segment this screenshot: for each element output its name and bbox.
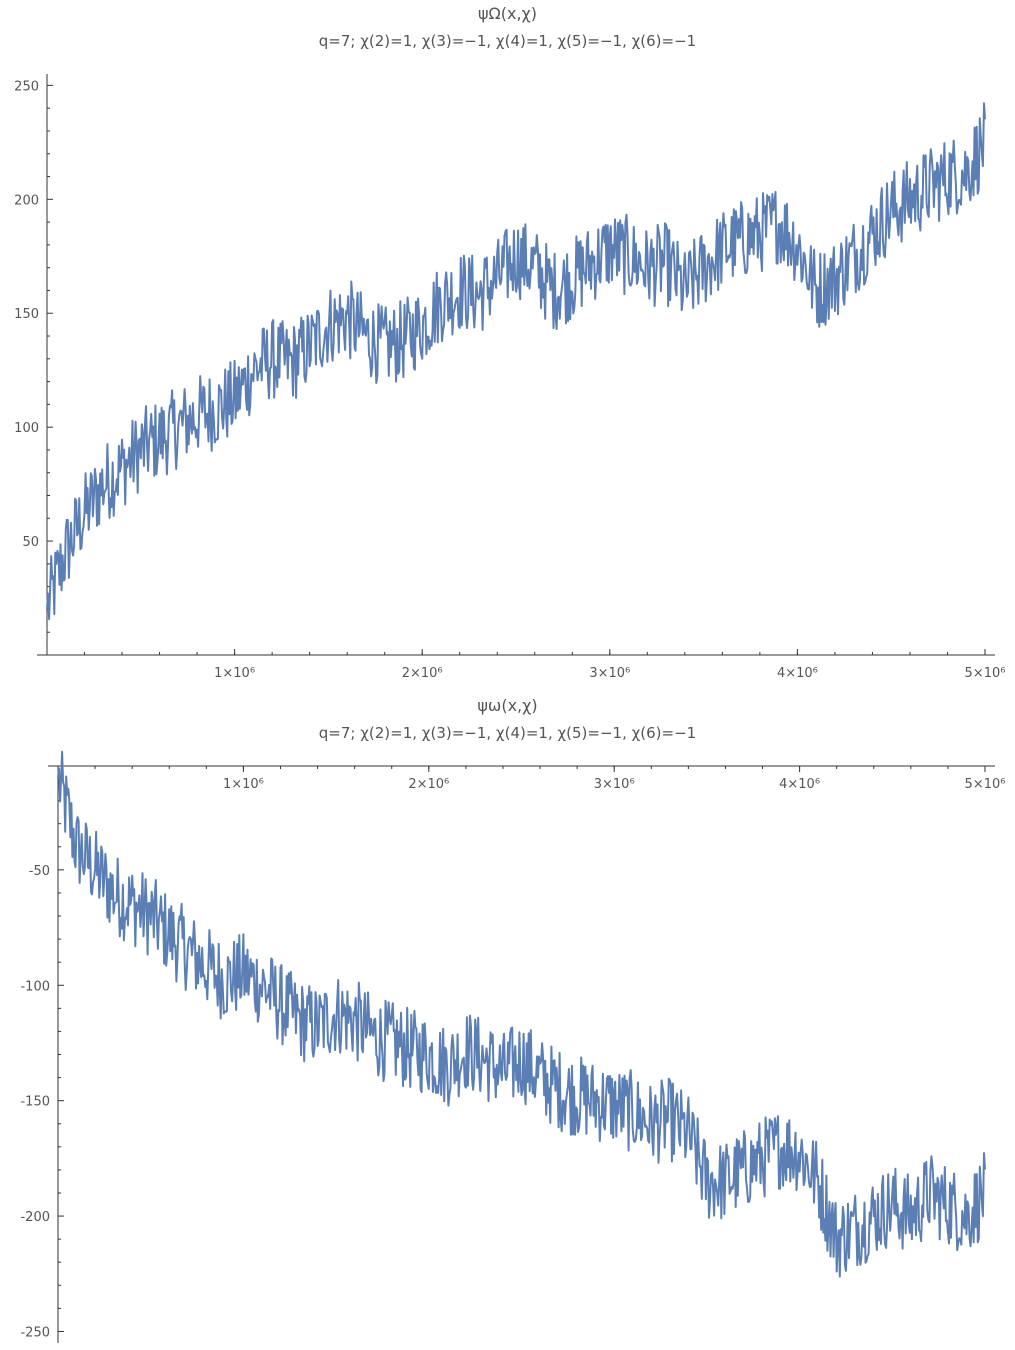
series-line [46,102,986,621]
x-tick-label: 5×10⁶ [965,666,1006,681]
x-tick-label: 2×10⁶ [402,666,443,681]
y-tick-label: -100 [20,979,50,994]
psi-omega-upper-chart: ψΩ(x,χ) q=7; χ(2)=1, χ(3)=−1, χ(4)=1, χ(… [14,4,1006,681]
y-tick-label: 150 [14,307,39,322]
y-tick-label: -150 [20,1095,50,1110]
x-tick-label: 3×10⁶ [589,666,630,681]
x-tick-label: 4×10⁶ [779,777,820,792]
chart-subtitle: q=7; χ(2)=1, χ(3)=−1, χ(4)=1, χ(5)=−1, χ… [318,32,697,50]
series-line [57,750,986,1278]
plot-area: 1×10⁶ 2×10⁶ 3×10⁶ 4×10⁶ 5×10⁶ -50 -100 -150 -200… [20,750,1006,1343]
y-tick-label: -250 [20,1325,50,1340]
x-tick-label: 1×10⁶ [214,666,255,681]
x-tick-label: 2×10⁶ [408,777,449,792]
chart-subtitle: q=7; χ(2)=1, χ(3)=−1, χ(4)=1, χ(5)=−1, χ… [318,724,697,742]
psi-omega-lower-chart: ψω(x,χ) q=7; χ(2)=1, χ(3)=−1, χ(4)=1, χ(… [0,690,1015,1350]
x-tick-label: 5×10⁶ [965,777,1006,792]
plot-area: 1×10⁶ 2×10⁶ 3×10⁶ 4×10⁶ 5×10⁶ 50 100 150 200 250 [14,74,1006,681]
x-tick-label: 3×10⁶ [594,777,635,792]
y-tick-label: 100 [14,421,39,436]
chart-title: ψω(x,χ) [477,696,538,715]
y-tick-label: -50 [29,864,50,879]
y-tick-label: 200 [14,193,39,208]
chart-title: ψΩ(x,χ) [477,4,538,23]
x-tick-label: 4×10⁶ [777,666,818,681]
x-tick-label: 1×10⁶ [223,777,264,792]
y-tick-label: 250 [14,79,39,94]
y-tick-label: 50 [22,535,39,550]
y-tick-label: -200 [20,1210,50,1225]
